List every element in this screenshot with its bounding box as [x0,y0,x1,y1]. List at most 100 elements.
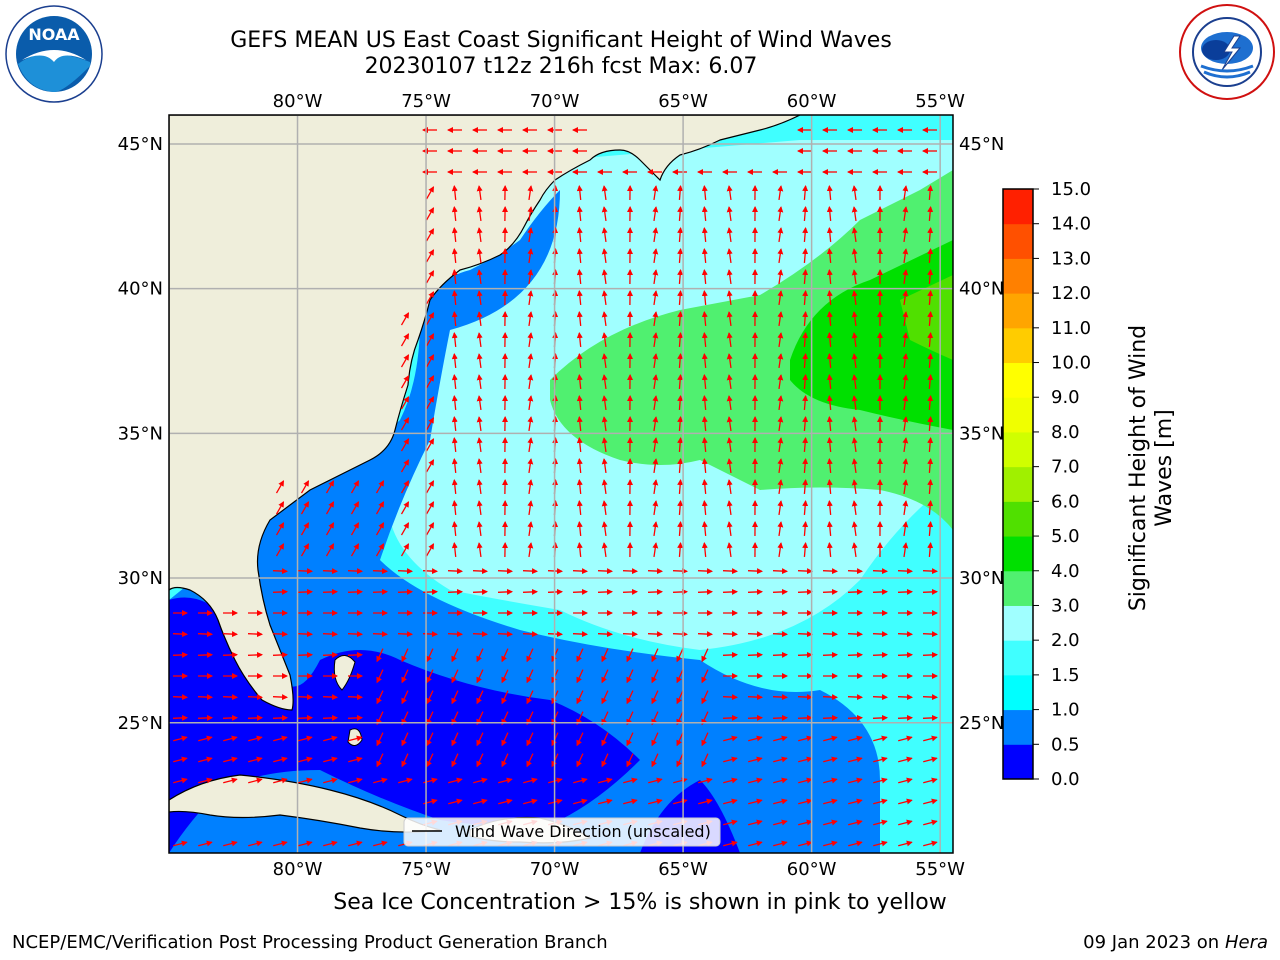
lat-label-left-1: 40°N [118,279,163,300]
wave-vector [672,568,688,575]
wave-vector [425,501,435,515]
wave-vector [822,651,838,658]
wave-vector [497,588,513,595]
wave-vector [802,185,809,201]
wave-vector [652,542,659,558]
wave-vector [626,648,634,663]
wave-vector [476,311,483,327]
wave-vector [802,269,809,285]
wave-vector [748,756,763,763]
wave-vector [197,651,213,658]
wave-vector [747,631,763,638]
wave-vector [701,353,708,369]
colorbar-segment-14 [1003,258,1033,294]
wave-vector [826,353,833,369]
wave-vector [347,694,363,701]
colorbar-segment-0 [1003,744,1033,780]
wave-vector [747,588,763,595]
wave-vector [527,500,534,516]
noaa-logo-text: NOAA [28,25,80,44]
wave-vector [476,206,483,222]
wave-vector [823,819,838,826]
wave-vector [476,185,483,201]
wave-vector [851,374,858,390]
wave-vector [527,395,534,411]
wave-vector [425,249,435,263]
wave-vector [902,374,909,390]
lat-label-right-4: 25°N [959,713,1004,734]
wave-vector [851,437,858,453]
wave-vector [272,694,288,701]
wave-vector [400,543,410,557]
wave-vector [851,542,858,558]
wave-vector [726,311,733,327]
wave-vector [476,500,483,516]
wave-vector [898,756,913,763]
wave-vector [848,756,863,763]
wave-vector [425,291,435,305]
colorbar-tick-11: 9.0 [1051,387,1080,408]
lat-label-left-0: 45°N [118,134,163,155]
wave-vector [422,631,438,638]
wave-vector [902,395,909,411]
wave-vector [347,651,363,658]
wave-vector [726,521,733,537]
wave-vector [922,694,938,701]
wave-vector [476,332,483,348]
wave-vector [198,777,213,784]
wave-vector [701,500,708,516]
wave-vector [476,521,483,537]
wave-vector [923,798,938,805]
wave-vector [173,735,188,742]
wave-vector [297,568,313,575]
wave-vector [300,480,310,494]
wave-vector [722,714,738,721]
wave-vector [527,311,534,327]
wave-vector [676,753,684,768]
wave-vector [677,185,684,201]
wave-vector [473,798,488,805]
wave-vector [451,395,458,411]
wave-vector [902,269,909,285]
wave-vector [447,568,463,575]
wave-vector [275,522,285,536]
wave-vector [773,756,788,763]
wave-vector [802,416,809,432]
wave-vector [698,798,713,805]
wave-vector [851,311,858,327]
wave-vector [425,312,435,326]
wave-vector [498,798,513,805]
wave-vector [777,311,784,327]
wave-vector [701,521,708,537]
wave-vector [697,588,713,595]
wave-vector [400,522,410,536]
wave-vector [802,311,809,327]
wave-vector [273,735,288,742]
wave-vector [927,479,934,495]
wave-vector [476,479,483,495]
wave-vector [902,290,909,306]
wave-vector [601,269,608,285]
wave-vector [652,353,659,369]
wave-vector [826,542,833,558]
colorbar-segment-12 [1003,327,1033,364]
wave-vector [476,416,483,432]
colorbar-label-line1: Significant Height of Wind [1126,324,1151,612]
wave-vector [902,248,909,264]
wave-vector [652,248,659,264]
wave-vector [476,753,484,768]
wave-vector [173,840,188,847]
wave-vector [400,354,410,368]
wave-vector [777,416,784,432]
wave-vector [726,185,733,201]
wave-vector [777,521,784,537]
wave-vector [651,669,659,684]
wave-vector [172,714,188,721]
wave-vector [223,840,238,847]
colorbar-tick-6: 4.0 [1051,561,1080,582]
wave-vector [701,669,709,684]
wave-vector [527,269,534,285]
wave-vector [425,333,435,347]
wave-vector [527,227,534,243]
wave-vector [927,521,934,537]
